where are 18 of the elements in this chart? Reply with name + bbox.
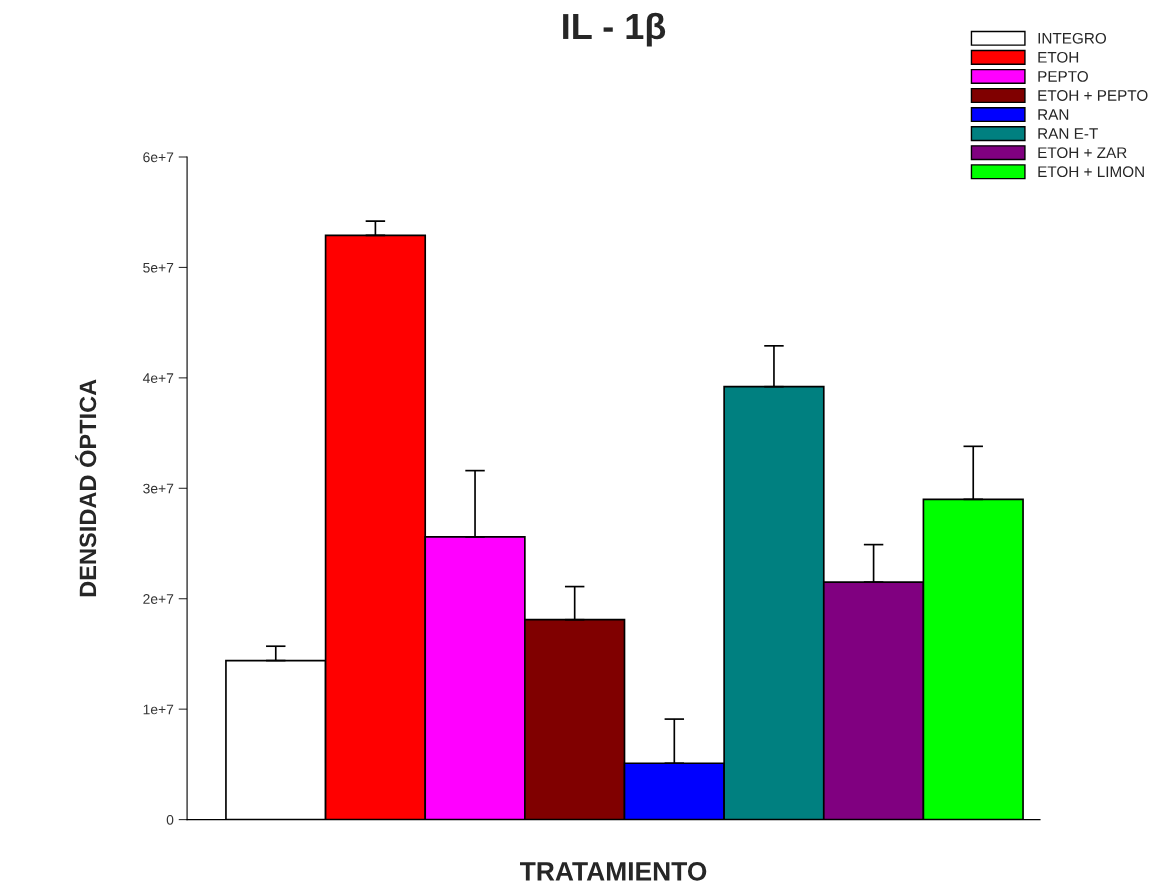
legend-label: RAN E-T — [1038, 128, 1098, 139]
y-axis-title: DENSIDAD ÓPTICA — [75, 379, 97, 597]
y-tick-label: 1e+7 — [143, 704, 174, 715]
legend-label: ETOH — [1038, 51, 1079, 63]
y-tick-label: 3e+7 — [143, 483, 174, 494]
legend-label: ETOH + PEPTO — [1038, 90, 1148, 101]
y-tick-label: 0 — [166, 814, 174, 825]
legend-label: ETOH + LIMON — [1038, 166, 1144, 178]
legend-label: INTEGRO — [1038, 32, 1107, 44]
y-tick-label: 6e+7 — [143, 152, 174, 163]
y-tick-label: 5e+7 — [143, 262, 174, 273]
legend-label: RAN — [1038, 109, 1069, 120]
chart-title: IL - 1β — [563, 12, 666, 47]
y-tick-label: 2e+7 — [143, 594, 174, 604]
x-axis-title: TRATAMIENTO — [520, 861, 707, 881]
y-tick-label: 4e+7 — [142, 373, 174, 384]
legend-label: ETOH + ZAR — [1038, 147, 1127, 159]
legend-label: PEPTO — [1038, 71, 1088, 82]
